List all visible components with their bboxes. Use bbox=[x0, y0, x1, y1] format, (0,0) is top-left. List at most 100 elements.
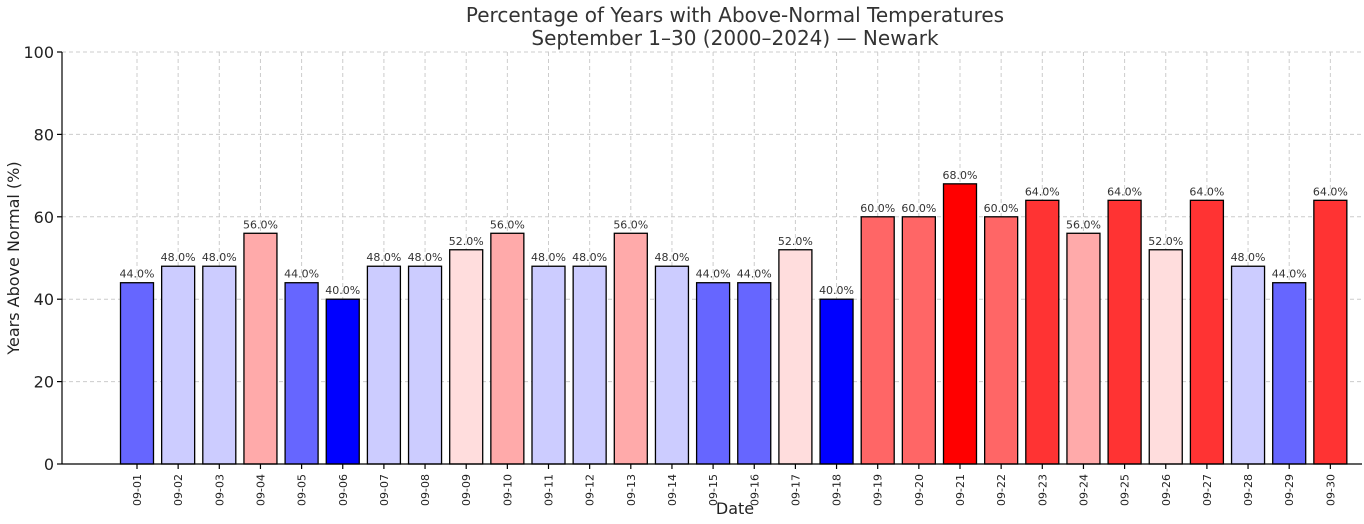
bar-09-25 bbox=[1107, 199, 1142, 465]
bar-09-14 bbox=[654, 265, 690, 465]
x-tick-label-09-12: 09-12 bbox=[584, 474, 597, 506]
x-tick-label-09-14: 09-14 bbox=[666, 474, 679, 506]
tick-labels: 0 20 40 60 80 100 09-01 09-02 09-03 09-04 09-05 09-… bbox=[23, 43, 1337, 506]
x-tick-label-09-07: 09-07 bbox=[378, 474, 391, 506]
bar-09-05 bbox=[284, 282, 319, 465]
data-label-09-29: 44.0% bbox=[1272, 268, 1307, 281]
bar-09-19 bbox=[860, 216, 895, 465]
bar-09-10 bbox=[490, 232, 525, 465]
x-tick-label-09-01: 09-01 bbox=[131, 474, 144, 506]
data-label-09-23: 64.0% bbox=[1025, 185, 1060, 198]
x-tick-label-09-09: 09-09 bbox=[460, 474, 473, 506]
bar-09-15 bbox=[695, 282, 731, 465]
x-tick-label-09-25: 09-25 bbox=[1119, 474, 1132, 506]
bar-09-30 bbox=[1313, 199, 1348, 465]
x-tick-label-09-05: 09-05 bbox=[296, 474, 309, 506]
y-tick-label: 80 bbox=[34, 125, 54, 144]
bar-09-18 bbox=[819, 298, 854, 465]
axes bbox=[57, 51, 1362, 469]
y-tick-label: 20 bbox=[34, 373, 54, 392]
data-label-09-05: 44.0% bbox=[284, 268, 319, 281]
bar-09-11 bbox=[531, 265, 566, 465]
data-label-09-24: 56.0% bbox=[1066, 218, 1101, 231]
data-label-09-16: 44.0% bbox=[737, 268, 772, 281]
chart-subtitle: September 1–30 (2000–2024) — Newark bbox=[531, 26, 939, 50]
data-label-09-04: 56.0% bbox=[243, 218, 278, 231]
chart-title: Percentage of Years with Above-Normal Te… bbox=[466, 3, 1004, 27]
x-tick-label-09-29: 09-29 bbox=[1283, 474, 1296, 506]
data-label-09-20: 60.0% bbox=[901, 202, 936, 215]
bar-09-28 bbox=[1230, 265, 1266, 465]
bar-09-07 bbox=[366, 265, 402, 465]
x-tick-label-09-06: 09-06 bbox=[337, 474, 350, 506]
bar-09-24 bbox=[1066, 232, 1101, 465]
data-label-09-28: 48.0% bbox=[1231, 251, 1266, 264]
x-tick-label-09-27: 09-27 bbox=[1201, 474, 1214, 506]
data-label-09-30: 64.0% bbox=[1313, 185, 1348, 198]
x-tick-label-09-16: 09-16 bbox=[748, 474, 761, 506]
bar-09-09 bbox=[449, 249, 484, 465]
bar-09-16 bbox=[737, 282, 772, 465]
bar-09-21 bbox=[942, 183, 978, 465]
y-tick-label: 0 bbox=[44, 455, 54, 474]
data-label-09-12: 48.0% bbox=[572, 251, 607, 264]
y-tick-label: 100 bbox=[23, 43, 54, 62]
data-label-09-22: 60.0% bbox=[984, 202, 1019, 215]
bar-09-08 bbox=[407, 265, 443, 465]
data-label-09-21: 68.0% bbox=[943, 169, 978, 182]
data-label-09-02: 48.0% bbox=[161, 251, 196, 264]
x-tick-label-09-17: 09-17 bbox=[789, 474, 802, 506]
data-label-09-09: 52.0% bbox=[449, 235, 484, 248]
x-tick-label-09-11: 09-11 bbox=[543, 474, 556, 506]
x-tick-label-09-08: 09-08 bbox=[419, 474, 432, 506]
x-tick-label-09-23: 09-23 bbox=[1036, 474, 1049, 506]
bars bbox=[119, 183, 1348, 465]
y-tick-label: 60 bbox=[34, 208, 54, 227]
x-tick-label-09-02: 09-02 bbox=[172, 474, 185, 506]
data-label-09-15: 44.0% bbox=[696, 268, 731, 281]
data-label-09-13: 56.0% bbox=[613, 218, 648, 231]
x-tick-label-09-20: 09-20 bbox=[913, 474, 926, 506]
x-tick-label-09-04: 09-04 bbox=[254, 474, 267, 506]
x-tick-label-09-26: 09-26 bbox=[1160, 474, 1173, 506]
x-tick-label-09-10: 09-10 bbox=[501, 474, 514, 506]
bar-09-06 bbox=[325, 298, 360, 465]
x-tick-label-09-22: 09-22 bbox=[995, 474, 1008, 506]
data-label-09-19: 60.0% bbox=[860, 202, 895, 215]
x-tick-label-09-30: 09-30 bbox=[1324, 474, 1337, 506]
x-tick-label-09-19: 09-19 bbox=[872, 474, 885, 506]
x-tick-label-09-24: 09-24 bbox=[1077, 474, 1090, 506]
bar-09-26 bbox=[1148, 249, 1183, 465]
data-label-09-07: 48.0% bbox=[366, 251, 401, 264]
data-label-09-25: 64.0% bbox=[1107, 185, 1142, 198]
bar-09-17 bbox=[778, 249, 813, 465]
data-labels: 44.0% 48.0% 48.0% 56.0% 44.0% 40.0% 48.0% 48.0%… bbox=[120, 169, 1348, 297]
bar-09-22 bbox=[984, 216, 1019, 465]
bar-09-29 bbox=[1272, 282, 1307, 465]
data-label-09-01: 44.0% bbox=[120, 268, 155, 281]
x-tick-label-09-03: 09-03 bbox=[213, 474, 226, 506]
data-label-09-06: 40.0% bbox=[325, 284, 360, 297]
data-label-09-17: 52.0% bbox=[778, 235, 813, 248]
bar-09-01 bbox=[119, 282, 155, 465]
data-label-09-18: 40.0% bbox=[819, 284, 854, 297]
bar-09-23 bbox=[1025, 199, 1060, 465]
x-tick-label-09-28: 09-28 bbox=[1242, 474, 1255, 506]
x-axis-label: Date bbox=[716, 499, 754, 518]
bar-09-02 bbox=[160, 265, 196, 465]
x-tick-label-09-15: 09-15 bbox=[707, 474, 720, 506]
y-tick-label: 40 bbox=[34, 290, 54, 309]
bar-09-12 bbox=[572, 265, 607, 465]
bar-09-04 bbox=[243, 232, 278, 465]
x-tick-label-09-13: 09-13 bbox=[625, 474, 638, 506]
bar-09-20 bbox=[901, 216, 936, 465]
bar-09-03 bbox=[202, 265, 237, 465]
data-label-09-26: 52.0% bbox=[1148, 235, 1183, 248]
bar-09-27 bbox=[1189, 199, 1225, 465]
y-axis-label: Years Above Normal (%) bbox=[4, 161, 23, 355]
x-tick-label-09-21: 09-21 bbox=[954, 474, 967, 506]
bar-09-13 bbox=[613, 232, 648, 465]
data-label-09-08: 48.0% bbox=[408, 251, 443, 264]
data-label-09-11: 48.0% bbox=[531, 251, 566, 264]
